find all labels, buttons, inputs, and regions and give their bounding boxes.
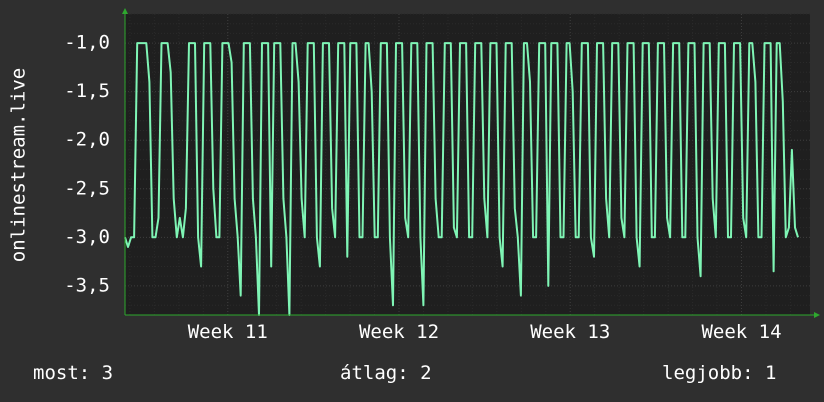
series-line — [124, 42, 799, 316]
y-tick-label: -1,5 — [64, 80, 110, 102]
x-tick-label: Week 12 — [359, 321, 439, 343]
y-axis-ticks: -1,0 -1,5 -2,0 -2,5 -3,0 -3,5 — [64, 32, 110, 297]
x-tick-label: Week 14 — [701, 321, 781, 343]
best-value: legjobb: 1 — [662, 362, 777, 384]
y-tick-label: -3,5 — [64, 274, 110, 296]
y-axis-label: onlinestream.live — [8, 68, 30, 262]
y-tick-label: -2,5 — [64, 177, 110, 199]
current-value: most: 3 — [33, 362, 114, 384]
average-value: átlag: 2 — [340, 362, 432, 384]
x-axis-ticks: Week 11 Week 12 Week 13 Week 14 — [188, 321, 782, 343]
y-tick-label: -2,0 — [64, 129, 110, 151]
y-axis-arrow-icon — [122, 8, 128, 14]
x-tick-label: Week 13 — [530, 321, 610, 343]
x-axis-arrow-icon — [814, 312, 820, 318]
y-tick-label: -3,0 — [64, 226, 110, 248]
x-tick-label: Week 11 — [188, 321, 268, 343]
y-tick-label: -1,0 — [64, 32, 110, 54]
